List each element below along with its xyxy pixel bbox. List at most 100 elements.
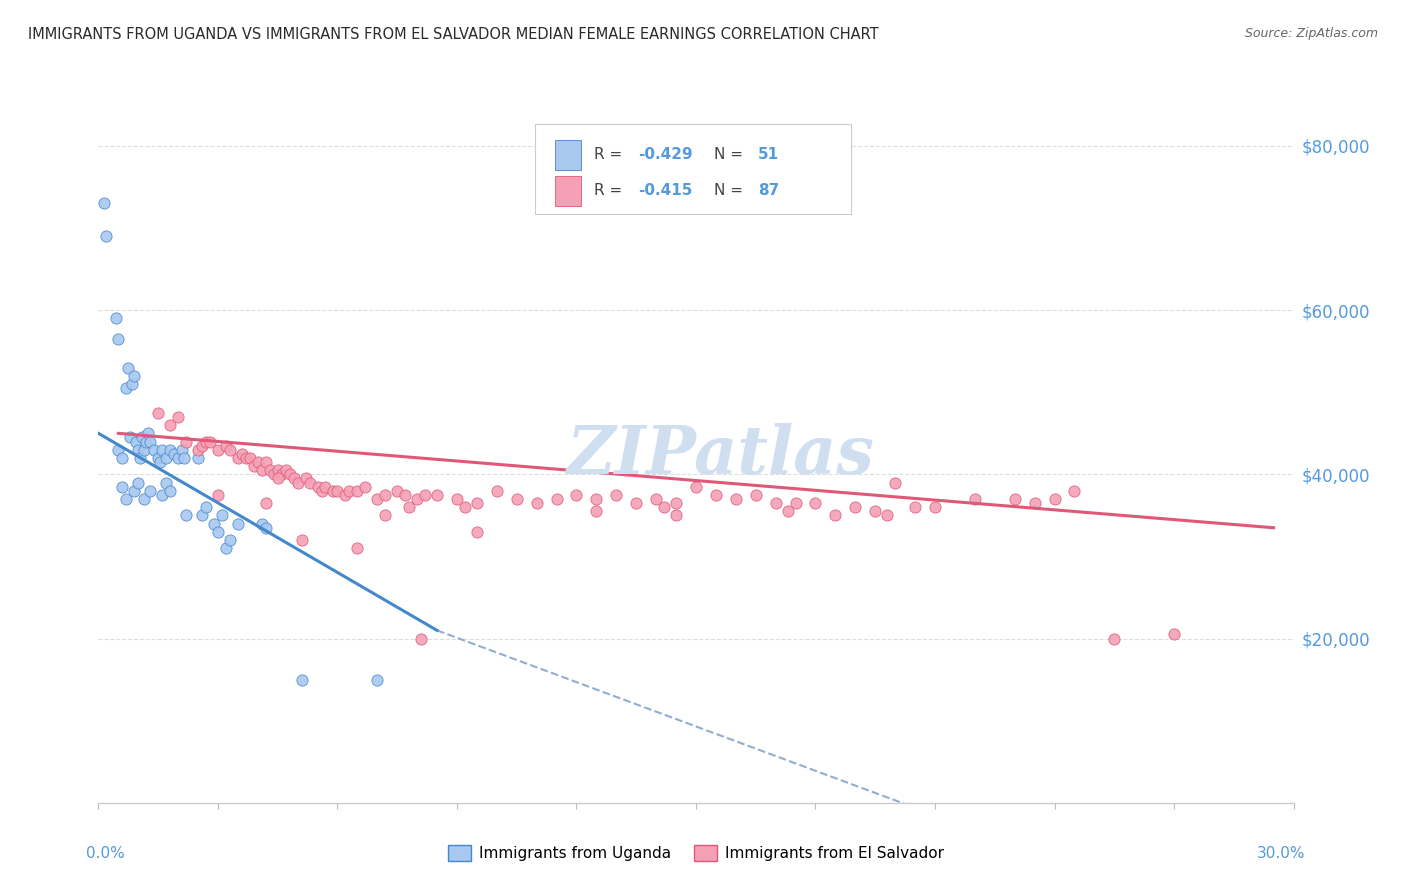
Point [219, 533, 242, 547]
Point [724, 491, 747, 506]
Point [315, 480, 337, 494]
Point [335, 488, 357, 502]
Point [115, 491, 138, 506]
Text: N =: N = [714, 147, 748, 162]
Point [454, 500, 477, 515]
Point [394, 488, 416, 502]
Point [645, 491, 668, 506]
Point [704, 488, 727, 502]
Point [274, 463, 297, 477]
Point [105, 311, 128, 326]
Point [143, 442, 166, 457]
Point [211, 508, 233, 523]
Point [226, 516, 249, 531]
Point [254, 496, 277, 510]
Point [924, 500, 946, 515]
Point [167, 450, 190, 465]
Point [134, 442, 156, 457]
Bar [555, 176, 581, 206]
Point [1043, 491, 1066, 506]
Text: IMMIGRANTS FROM UGANDA VS IMMIGRANTS FROM EL SALVADOR MEDIAN FEMALE EARNINGS COR: IMMIGRANTS FROM UGANDA VS IMMIGRANTS FRO… [28, 27, 879, 42]
Point [322, 483, 344, 498]
Point [127, 475, 149, 490]
Point [745, 488, 768, 502]
Point [366, 491, 388, 506]
Point [239, 450, 262, 465]
Point [1063, 483, 1085, 498]
Point [346, 483, 368, 498]
Point [124, 368, 146, 383]
Point [173, 450, 195, 465]
Point [191, 439, 214, 453]
Point [1024, 496, 1046, 510]
Point [207, 442, 229, 457]
Point [465, 496, 488, 510]
Point [155, 450, 177, 465]
Point [326, 483, 349, 498]
Point [93, 196, 115, 211]
Point [406, 491, 429, 506]
Point [131, 430, 153, 444]
Point [139, 434, 162, 449]
Point [298, 475, 321, 490]
Point [346, 541, 368, 556]
Point [148, 406, 170, 420]
Point [195, 500, 218, 515]
Point [307, 480, 329, 494]
Point [311, 483, 333, 498]
Point [844, 500, 866, 515]
Point [150, 488, 173, 502]
Point [283, 471, 305, 485]
Point [148, 450, 170, 465]
Point [207, 524, 229, 539]
Point [117, 360, 139, 375]
Point [398, 500, 420, 515]
Point [824, 508, 846, 523]
Point [374, 508, 396, 523]
Text: R =: R = [595, 147, 627, 162]
Point [129, 450, 152, 465]
Bar [555, 139, 581, 169]
Point [226, 450, 249, 465]
Point [167, 409, 190, 424]
Text: -0.415: -0.415 [638, 184, 693, 198]
Point [385, 483, 409, 498]
Point [125, 434, 148, 449]
Text: 0.0%: 0.0% [87, 847, 125, 861]
Point [263, 467, 285, 482]
Point [115, 381, 138, 395]
Point [426, 488, 449, 502]
Point [111, 480, 134, 494]
Point [1004, 491, 1026, 506]
Point [446, 491, 468, 506]
Point [291, 533, 314, 547]
Point [963, 491, 986, 506]
Point [411, 632, 433, 646]
Point [187, 450, 209, 465]
Point [96, 229, 118, 244]
Point [354, 480, 377, 494]
Point [107, 442, 129, 457]
Point [765, 496, 787, 510]
Text: N =: N = [714, 184, 748, 198]
Point [287, 475, 309, 490]
Point [174, 508, 197, 523]
Point [585, 491, 607, 506]
Point [207, 488, 229, 502]
Point [1163, 627, 1185, 641]
Point [665, 496, 688, 510]
Point [246, 455, 269, 469]
Point [134, 491, 156, 506]
Point [465, 524, 488, 539]
Point [1104, 632, 1126, 646]
Point [785, 496, 807, 510]
Point [174, 434, 197, 449]
Point [111, 450, 134, 465]
Point [231, 447, 253, 461]
FancyBboxPatch shape [534, 124, 852, 214]
Point [413, 488, 436, 502]
Point [215, 439, 238, 453]
Point [876, 508, 898, 523]
Point [172, 442, 194, 457]
Point [219, 442, 242, 457]
